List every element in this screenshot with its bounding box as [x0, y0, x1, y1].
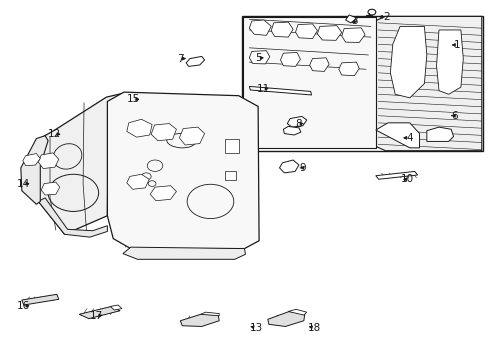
Text: 17: 17 — [90, 311, 103, 321]
Polygon shape — [79, 306, 120, 319]
Text: 4: 4 — [406, 133, 412, 143]
Polygon shape — [338, 62, 359, 76]
Polygon shape — [38, 153, 59, 168]
Polygon shape — [280, 53, 300, 66]
Text: 13: 13 — [249, 323, 262, 333]
Polygon shape — [186, 57, 204, 66]
Polygon shape — [283, 126, 300, 135]
Polygon shape — [249, 86, 311, 95]
Polygon shape — [151, 123, 176, 141]
Polygon shape — [426, 127, 453, 141]
Polygon shape — [38, 198, 107, 237]
Polygon shape — [287, 116, 306, 127]
Polygon shape — [201, 312, 219, 316]
Text: 16: 16 — [17, 301, 30, 311]
Polygon shape — [341, 28, 365, 42]
Polygon shape — [179, 127, 204, 145]
Polygon shape — [389, 26, 426, 98]
Polygon shape — [271, 22, 292, 37]
Text: 18: 18 — [307, 323, 321, 333]
Polygon shape — [267, 311, 304, 327]
Polygon shape — [279, 160, 298, 173]
Polygon shape — [122, 247, 245, 259]
Polygon shape — [309, 58, 328, 71]
Text: 8: 8 — [295, 118, 302, 129]
Polygon shape — [110, 305, 122, 310]
Polygon shape — [317, 26, 341, 40]
FancyBboxPatch shape — [224, 139, 238, 153]
Polygon shape — [345, 15, 356, 23]
Polygon shape — [150, 186, 176, 201]
Polygon shape — [242, 16, 482, 152]
Text: 9: 9 — [299, 163, 305, 173]
Polygon shape — [126, 119, 152, 137]
Text: 12: 12 — [48, 129, 61, 139]
Text: 3: 3 — [350, 17, 357, 26]
Text: 14: 14 — [17, 179, 30, 189]
Text: 15: 15 — [127, 94, 140, 104]
Text: 5: 5 — [254, 53, 261, 63]
Text: 2: 2 — [383, 12, 389, 22]
Polygon shape — [375, 123, 419, 148]
Polygon shape — [22, 294, 59, 305]
Text: 7: 7 — [177, 54, 183, 64]
Polygon shape — [21, 136, 48, 204]
Polygon shape — [180, 314, 219, 327]
Text: 1: 1 — [453, 40, 460, 50]
Polygon shape — [107, 92, 259, 249]
Text: 11: 11 — [256, 84, 269, 94]
Text: 6: 6 — [450, 111, 457, 121]
Polygon shape — [249, 51, 269, 64]
Polygon shape — [436, 30, 462, 94]
Polygon shape — [243, 17, 375, 148]
Polygon shape — [41, 182, 60, 195]
FancyBboxPatch shape — [224, 171, 235, 180]
Polygon shape — [126, 174, 149, 189]
Text: 10: 10 — [401, 174, 414, 184]
Polygon shape — [295, 24, 317, 39]
Polygon shape — [23, 154, 40, 166]
Polygon shape — [249, 20, 271, 35]
Polygon shape — [375, 171, 417, 179]
Polygon shape — [287, 309, 306, 315]
Polygon shape — [370, 17, 481, 151]
Polygon shape — [37, 93, 124, 234]
